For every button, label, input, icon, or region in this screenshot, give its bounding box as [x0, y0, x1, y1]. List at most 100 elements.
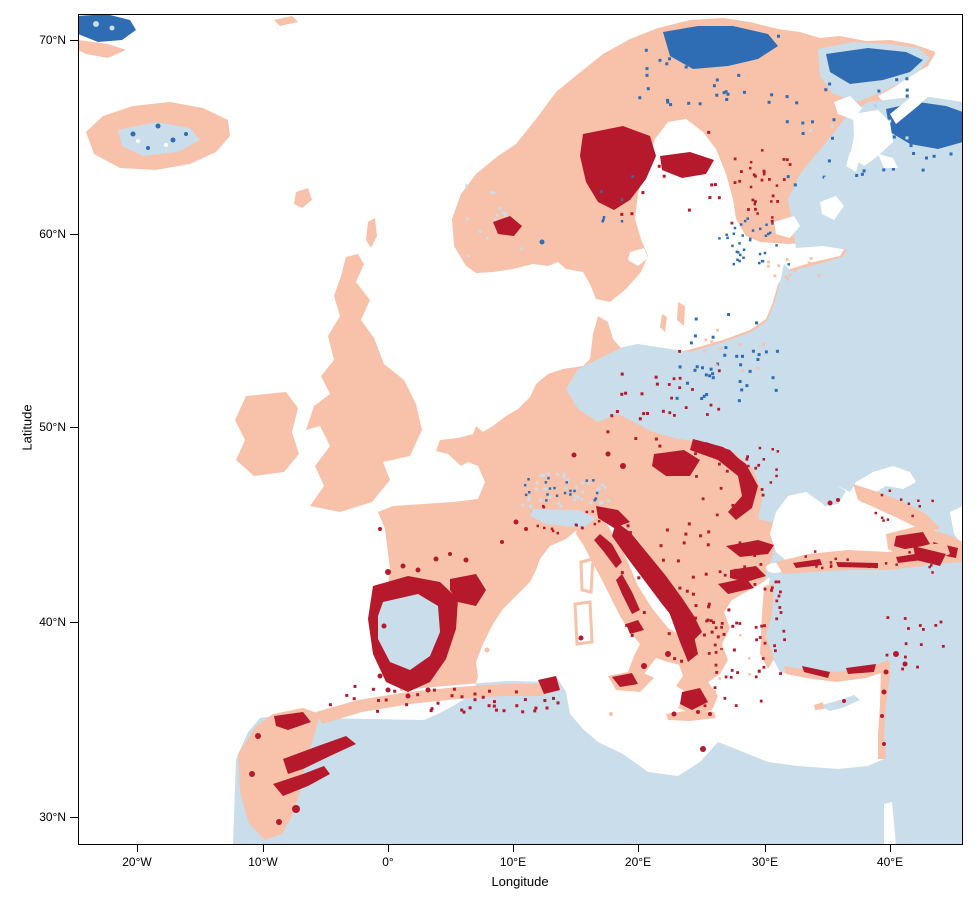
region-bg: [950, 506, 963, 546]
region-re: [690, 439, 758, 520]
map-canvas: [78, 14, 963, 845]
x-tick-label: 0°: [382, 855, 394, 869]
region-bg: [834, 96, 862, 120]
region-db: [826, 48, 923, 84]
patch-re: [400, 563, 406, 569]
region-re: [283, 736, 356, 774]
patch-sa: [467, 651, 475, 659]
patch-re: [883, 669, 889, 675]
region-sa: [878, 662, 890, 759]
region-bg: [928, 36, 963, 86]
region-re: [730, 566, 766, 582]
y-tick-mark: [70, 40, 78, 41]
patch-re: [880, 714, 884, 718]
region-sa: [814, 702, 824, 710]
speckle-field-lb: [799, 105, 925, 195]
patch-re: [696, 710, 700, 714]
patch-lb: [109, 25, 115, 31]
region-re: [596, 506, 630, 528]
region-re: [626, 620, 644, 634]
region-lb: [530, 509, 596, 528]
speckle-field-re: [694, 452, 765, 517]
x-tick-label: 20°W: [122, 855, 152, 869]
speckle-field-re: [593, 130, 721, 216]
region-re: [450, 574, 486, 606]
region-re: [616, 574, 640, 614]
y-tick-label: 70°N: [39, 33, 66, 47]
speckle-field-sa: [708, 634, 751, 694]
region-re: [652, 450, 700, 476]
land-britain: [306, 254, 422, 512]
speckle-field-re: [606, 372, 665, 448]
region-sa: [316, 678, 560, 724]
patch-re: [249, 771, 255, 777]
speckle-field-re: [885, 616, 945, 671]
speckle-field-re: [874, 489, 934, 522]
region-re: [718, 578, 754, 594]
patch-re: [378, 527, 382, 531]
patch-lb: [93, 21, 99, 27]
y-axis-title: Latitude: [19, 404, 35, 451]
patch-sa: [609, 712, 613, 716]
region-bg: [820, 196, 844, 220]
x-tick-label: 10°W: [248, 855, 278, 869]
patch-re: [708, 712, 712, 716]
speckle-field-re: [328, 684, 560, 714]
region-bg: [890, 64, 954, 124]
plot-border: [78, 14, 963, 845]
patch-re: [620, 463, 626, 469]
patch-re: [448, 552, 452, 556]
patch-re: [827, 500, 833, 506]
patch-sa: [484, 647, 490, 653]
patch-re: [276, 819, 282, 825]
region-re: [894, 532, 930, 550]
patch-sa: [447, 659, 453, 665]
patch-db: [146, 146, 150, 150]
region-re: [273, 766, 330, 796]
region-re: [802, 666, 830, 678]
x-tick-label: 10°E: [499, 855, 527, 869]
patch-db: [130, 131, 136, 137]
patch-re: [405, 693, 411, 699]
region-bg: [774, 216, 800, 238]
region-re: [612, 522, 702, 640]
speckle-field-re: [742, 446, 780, 484]
speckle-field-db: [638, 34, 780, 107]
y-tick-mark: [70, 817, 78, 818]
y-tick-mark: [70, 427, 78, 428]
region-bg: [573, 600, 594, 646]
region-sa: [666, 710, 716, 721]
speckle-field-db: [675, 313, 779, 403]
region-re: [913, 546, 946, 566]
speckle-field-db: [718, 217, 774, 263]
land-east: [566, 96, 963, 845]
y-tick-mark: [70, 234, 78, 235]
patch-re: [385, 569, 391, 575]
x-tick-label: 20°E: [624, 855, 652, 869]
patch-re: [500, 540, 504, 544]
patch-re: [463, 557, 469, 563]
patch-db: [155, 123, 161, 129]
region-re: [493, 216, 522, 236]
speckle-field-db: [523, 476, 599, 502]
region-sa: [274, 16, 298, 26]
patch-re: [842, 699, 846, 703]
region-sa: [294, 188, 312, 208]
region-re: [612, 673, 638, 687]
patch-re: [375, 651, 381, 657]
region-bg: [878, 154, 898, 168]
y-tick-label: 40°N: [39, 615, 66, 629]
x-axis-title: Longitude: [491, 874, 549, 889]
speckle-field-re: [620, 522, 711, 637]
patch-re: [433, 556, 439, 562]
patch-db: [184, 132, 188, 136]
region-sa: [660, 314, 667, 332]
patch-re: [902, 661, 908, 667]
region-bg: [754, 282, 775, 306]
y-tick-label: 30°N: [39, 810, 66, 824]
patch-bg: [164, 143, 168, 147]
patch-re: [665, 651, 671, 657]
region-re: [538, 676, 560, 694]
speckle-field-re: [536, 522, 597, 535]
patch-re: [671, 711, 677, 717]
